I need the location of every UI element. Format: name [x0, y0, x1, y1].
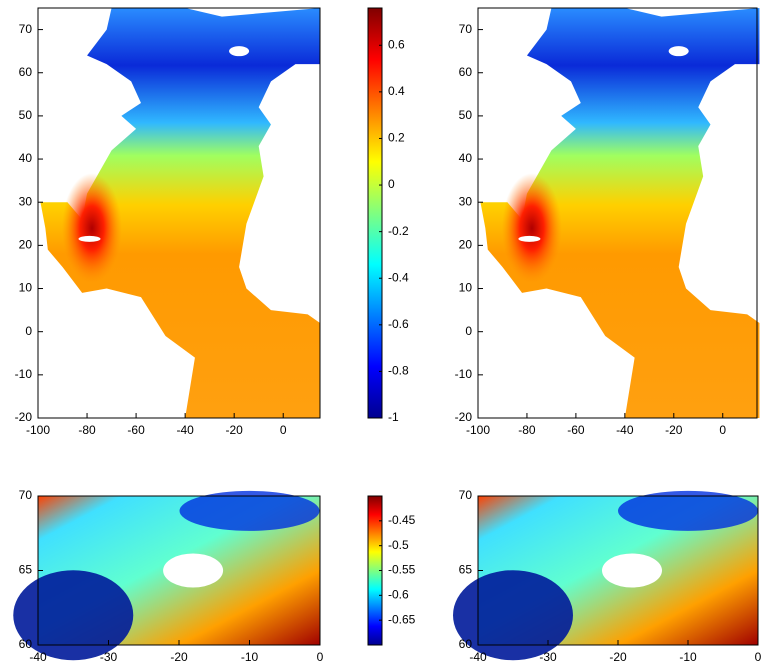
y-tick-label: 65 — [459, 563, 473, 577]
colorbar-tick-label: -0.4 — [388, 270, 409, 284]
north-low — [179, 490, 320, 531]
x-tick-label: -80 — [78, 423, 96, 437]
warm-pool — [501, 173, 562, 284]
y-tick-label: 60 — [19, 637, 33, 651]
x-tick-label: -20 — [609, 650, 627, 664]
y-tick-label: 10 — [19, 281, 33, 295]
iceland — [229, 46, 250, 57]
colorbar-tick-label: -0.5 — [388, 538, 409, 552]
colorbar-tick-label: 0.2 — [388, 131, 405, 145]
warm-pool — [61, 173, 122, 284]
iceland — [602, 553, 662, 588]
colorbar-tick-label: -0.55 — [388, 563, 416, 577]
x-tick-label: -40 — [616, 423, 634, 437]
y-tick-label: 40 — [459, 151, 473, 165]
x-tick-label: -60 — [567, 423, 585, 437]
y-tick-label: 70 — [19, 22, 33, 36]
y-tick-label: 70 — [19, 488, 33, 502]
axes-frame — [477, 7, 758, 419]
x-tick-label: -20 — [226, 423, 244, 437]
y-tick-label: 50 — [19, 108, 33, 122]
y-tick-label: 65 — [19, 563, 33, 577]
map-field — [453, 490, 758, 661]
colorbar-tick-label: 0 — [388, 177, 395, 191]
colorbar-tick-label: -0.8 — [388, 364, 409, 378]
x-tick-label: 0 — [755, 650, 762, 664]
x-tick-label: -10 — [241, 650, 259, 664]
colorbar-tick-label: -0.6 — [388, 588, 409, 602]
y-tick-label: -20 — [455, 410, 473, 424]
x-tick-label: -80 — [518, 423, 536, 437]
map-field — [13, 490, 320, 661]
cuba — [78, 235, 101, 242]
y-tick-label: 60 — [19, 65, 33, 79]
y-tick-label: 60 — [459, 65, 473, 79]
colorbar-tick-label: -1 — [388, 410, 399, 424]
y-tick-label: 0 — [25, 324, 32, 338]
map-field — [480, 8, 760, 418]
ocean — [480, 8, 760, 418]
deep-low — [13, 570, 134, 661]
x-tick-label: -100 — [26, 423, 50, 437]
colorbar-tick-label: 0.6 — [388, 37, 405, 51]
y-tick-label: -10 — [455, 367, 473, 381]
y-tick-label: 0 — [465, 324, 472, 338]
x-tick-label: -60 — [127, 423, 145, 437]
y-tick-label: -20 — [15, 410, 33, 424]
y-tick-label: 40 — [19, 151, 33, 165]
x-tick-label: 0 — [317, 650, 324, 664]
y-tick-label: 30 — [19, 194, 33, 208]
x-tick-label: -20 — [170, 650, 188, 664]
axes-frame — [37, 7, 321, 419]
x-tick-label: -40 — [469, 650, 487, 664]
y-tick-label: -10 — [15, 367, 33, 381]
colorbar-tick-label: 0.4 — [388, 84, 405, 98]
x-tick-label: 0 — [280, 423, 287, 437]
y-tick-label: 70 — [459, 488, 473, 502]
x-tick-label: -40 — [29, 650, 47, 664]
colorbar — [367, 7, 383, 419]
x-tick-label: -10 — [679, 650, 697, 664]
x-tick-label: -20 — [665, 423, 683, 437]
cuba — [518, 235, 541, 242]
y-tick-label: 30 — [459, 194, 473, 208]
deep-low — [453, 570, 573, 661]
x-tick-label: -30 — [100, 650, 118, 664]
colorbar-tick-label: -0.2 — [388, 224, 409, 238]
x-tick-label: -30 — [539, 650, 557, 664]
iceland — [163, 553, 224, 588]
ocean — [40, 8, 320, 418]
north-low — [618, 490, 758, 531]
y-tick-label: 70 — [459, 22, 473, 36]
colorbar-tick-label: -0.65 — [388, 612, 416, 626]
x-tick-label: -40 — [176, 423, 194, 437]
iceland — [668, 46, 689, 57]
y-tick-label: 60 — [459, 637, 473, 651]
y-tick-label: 20 — [19, 238, 33, 252]
x-tick-label: -100 — [466, 423, 490, 437]
y-tick-label: 50 — [459, 108, 473, 122]
y-tick-label: 20 — [459, 238, 473, 252]
x-tick-label: 0 — [719, 423, 726, 437]
colorbar-tick-label: -0.6 — [388, 317, 409, 331]
colorbar-tick-label: -0.45 — [388, 513, 416, 527]
map-field — [40, 8, 320, 418]
y-tick-label: 10 — [459, 281, 473, 295]
